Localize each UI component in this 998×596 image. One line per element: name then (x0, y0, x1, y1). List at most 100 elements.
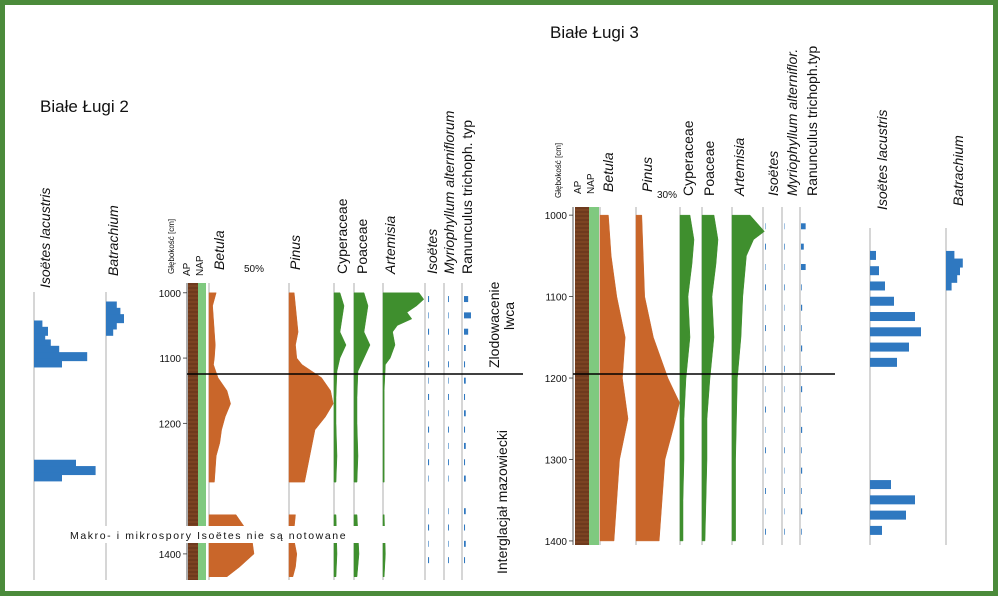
aquatic-trace (428, 540, 429, 547)
isoetes-lacustris-bar (34, 466, 96, 476)
aquatic-trace (801, 528, 802, 535)
depth-tick-label: 1100 (159, 354, 181, 365)
aquatic-trace (765, 528, 766, 535)
aquatic-trace (784, 325, 785, 332)
aquatic-trace (448, 312, 449, 319)
isoetes-lacustris-bar (870, 312, 915, 322)
ap-label-bl2: AP (182, 262, 193, 276)
aquatic-trace (428, 557, 430, 564)
area-pinus (635, 214, 680, 542)
aquatic-trace (428, 393, 430, 400)
aquatic-trace (448, 328, 449, 335)
isoetes-lacustris-bar (34, 326, 48, 336)
batrachium-bar (106, 314, 124, 324)
aquatic-trace (801, 487, 802, 494)
isoetes-lacustris-bar (870, 296, 894, 306)
zone-lower-label: Interglacjał mazowiecki (494, 430, 510, 574)
aquatic-trace (464, 328, 469, 335)
batrachium-bar (106, 326, 114, 336)
aquatic-trace (448, 345, 449, 352)
aquatic-trace (801, 365, 802, 372)
aquatic-trace (448, 459, 449, 466)
area-poaceae (701, 214, 719, 542)
aquatic-trace (448, 442, 449, 449)
pinus-label-bl2: Pinus (287, 235, 303, 270)
ranunculus-label-bl3: Ranunculus trichoph.typ (804, 46, 820, 196)
isoetes-lacustris-bar (870, 266, 879, 276)
batrachium-label-bl2: Batrachium (105, 205, 121, 276)
aquatic-trace (801, 345, 803, 352)
depth-tick-label: 1400 (545, 537, 568, 548)
aquatic-trace (464, 426, 466, 433)
isoetes-lacustris-bar (34, 352, 88, 362)
aquatic-trace (765, 365, 766, 372)
title-bl3: Białe Ługi 3 (550, 23, 639, 42)
area-cyperaceae (333, 514, 338, 577)
depth-tick-label: 1300 (545, 455, 568, 466)
aquatic-trace (428, 442, 429, 449)
aquatic-trace (801, 304, 803, 311)
aquatic-trace (448, 426, 449, 433)
isoetes-label-bl2: Isoëtes (424, 229, 440, 274)
isoetes-lacustris-bar (870, 510, 906, 520)
aquatic-trace (448, 524, 449, 531)
area-betula (208, 292, 231, 483)
aquatic-trace (765, 304, 766, 311)
aquatic-trace (784, 406, 785, 413)
area-artemisia (382, 292, 425, 483)
aquatic-trace (765, 447, 766, 454)
batrachium-bar (106, 320, 117, 330)
isoetes-lacustris-bar (870, 357, 897, 367)
myriophyllum-label-bl3: Myriophyllum alterniflor. (784, 49, 800, 196)
nap-column-2 (198, 283, 206, 580)
isoetes-lacustris-bar (870, 342, 909, 352)
aquatic-trace (464, 442, 466, 449)
aquatic-trace (428, 345, 429, 352)
ap-label-bl3: AP (573, 180, 584, 194)
aquatic-trace (428, 377, 429, 384)
artemisia-label-bl3: Artemisia (731, 137, 747, 197)
aquatic-trace (448, 540, 449, 547)
aquatic-trace (784, 243, 785, 250)
area-pinus (288, 292, 334, 483)
aquatic-trace (765, 406, 766, 413)
aquatic-trace (784, 528, 785, 535)
aquatic-trace (448, 508, 449, 515)
aquatic-trace (801, 284, 802, 291)
isoetes-note: Makro- i mikrospory Isoëtes nie są notow… (70, 530, 347, 542)
aquatic-trace (765, 223, 766, 230)
betula-label-bl3: Betula (600, 152, 616, 192)
aquatic-trace (801, 447, 802, 454)
aquatic-trace (448, 361, 449, 368)
aquatic-trace (784, 365, 785, 372)
area-betula (208, 514, 255, 577)
aquatic-trace (448, 557, 449, 564)
aquatic-trace (428, 328, 430, 335)
aquatic-trace (464, 557, 466, 564)
aquatic-trace (765, 284, 766, 291)
aquatic-trace (464, 312, 471, 319)
aquatic-trace (801, 406, 802, 413)
area-betula (599, 214, 629, 542)
depth-tick-label: 1000 (159, 289, 182, 300)
aquatic-trace (428, 410, 429, 417)
cyperaceae-label-bl3: Cyperaceae (680, 120, 696, 196)
isoetes-lacustris-label-bl2: Isoëtes lacustris (37, 188, 53, 288)
batrachium-bar (946, 266, 960, 276)
pct50-label: 50% (244, 264, 264, 275)
aquatic-trace (765, 386, 766, 393)
nap-label-bl2: NAP (195, 255, 206, 276)
aquatic-trace (784, 447, 785, 454)
aquatic-trace (464, 377, 466, 384)
aquatic-trace (801, 508, 803, 515)
aquatic-trace (801, 467, 803, 474)
area-artemisia (382, 514, 386, 577)
aquatic-trace (765, 508, 766, 515)
batrachium-bar (946, 273, 958, 283)
aquatic-trace (428, 524, 430, 531)
zone-upper-label-1: Zlodowacenie (486, 281, 502, 368)
isoetes-lacustris-bar (870, 525, 882, 535)
batrachium-bar (946, 258, 963, 268)
aquatic-trace (765, 264, 766, 271)
